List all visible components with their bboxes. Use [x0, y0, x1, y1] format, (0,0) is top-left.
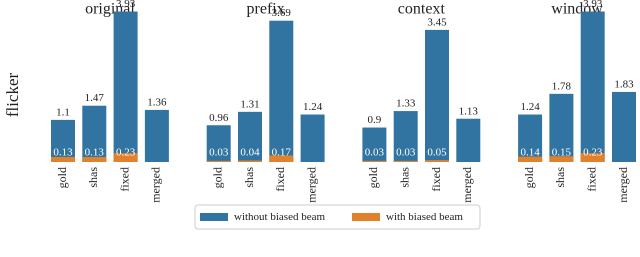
bar: [300, 114, 325, 162]
bar: [518, 156, 543, 162]
x-tick-label: merged: [304, 167, 318, 203]
value-label: 0.05: [427, 147, 447, 159]
legend-label: without biased beam: [234, 211, 325, 223]
bar: [549, 93, 574, 162]
value-label: 3.69: [272, 7, 292, 19]
x-tick-label: merged: [149, 167, 163, 203]
bar: [206, 125, 231, 162]
x-tick-label: gold: [210, 167, 224, 188]
bar: [82, 105, 107, 162]
x-tick-label: gold: [522, 167, 536, 188]
bar: [393, 111, 418, 162]
x-tick-label: fixed: [429, 167, 443, 192]
bar: [362, 160, 387, 162]
value-label: 0.13: [85, 147, 105, 159]
x-tick-label: fixed: [273, 167, 287, 192]
value-label: 0.17: [272, 147, 292, 159]
x-tick-label: shas: [86, 167, 100, 188]
value-label: 0.13: [53, 147, 73, 159]
value-label: 1.24: [303, 101, 323, 113]
legend-box: [194, 204, 481, 230]
value-label: 0.15: [552, 147, 572, 159]
x-tick-label: fixed: [117, 167, 131, 192]
bar: [549, 156, 574, 162]
value-label: 0.03: [365, 147, 385, 159]
value-label: 0.23: [583, 147, 603, 159]
bar: [113, 11, 138, 163]
value-label: 1.33: [396, 98, 416, 110]
bar: [51, 157, 75, 162]
value-label: 1.1: [56, 106, 70, 118]
bar: [393, 160, 418, 162]
bar: [82, 157, 107, 162]
bar: [612, 91, 636, 162]
bar: [580, 11, 605, 163]
legend-label: with biased beam: [386, 211, 463, 223]
value-label: 0.96: [209, 112, 229, 124]
panel-title: context: [398, 1, 446, 18]
value-label: 1.31: [240, 98, 259, 110]
bar: [206, 160, 231, 162]
value-label: 1.13: [459, 105, 479, 117]
value-label: 1.78: [552, 80, 572, 92]
bar: [269, 20, 294, 163]
value-label: 0.03: [209, 147, 229, 159]
value-label: 0.04: [240, 147, 260, 159]
bar: [518, 114, 543, 162]
legend-swatch: [200, 213, 228, 221]
value-label: 1.47: [85, 92, 105, 104]
value-label: 0.14: [520, 147, 540, 159]
bar: [238, 160, 262, 162]
x-tick-label: merged: [460, 167, 474, 203]
value-label: 1.24: [520, 101, 540, 113]
bar: [238, 111, 262, 162]
value-label: 0.23: [116, 147, 136, 159]
x-tick-label: shas: [242, 167, 256, 188]
bar: [456, 118, 481, 162]
bar: [51, 119, 75, 162]
x-tick-label: gold: [366, 167, 380, 188]
bar: [269, 155, 294, 162]
value-label: 3.93: [116, 0, 136, 10]
bar: [425, 160, 449, 162]
value-label: 3.45: [427, 16, 447, 28]
bar: [144, 109, 169, 162]
x-tick-label: fixed: [584, 167, 598, 192]
y-axis-label: flicker: [3, 72, 22, 117]
value-label: 0.03: [396, 147, 416, 159]
value-label: 1.36: [147, 96, 167, 108]
x-tick-label: merged: [616, 167, 630, 203]
legend-swatch: [352, 213, 380, 221]
value-label: 3.93: [583, 0, 603, 10]
bar: [425, 29, 449, 162]
x-tick-label: shas: [397, 167, 411, 188]
bar: [580, 153, 605, 162]
value-label: 0.9: [368, 114, 382, 126]
value-label: 1.83: [614, 78, 634, 90]
bar: [113, 153, 138, 162]
x-tick-label: shas: [553, 167, 567, 188]
panel-title: prefix: [247, 1, 285, 18]
x-tick-label: gold: [55, 167, 69, 188]
bar: [362, 127, 387, 162]
